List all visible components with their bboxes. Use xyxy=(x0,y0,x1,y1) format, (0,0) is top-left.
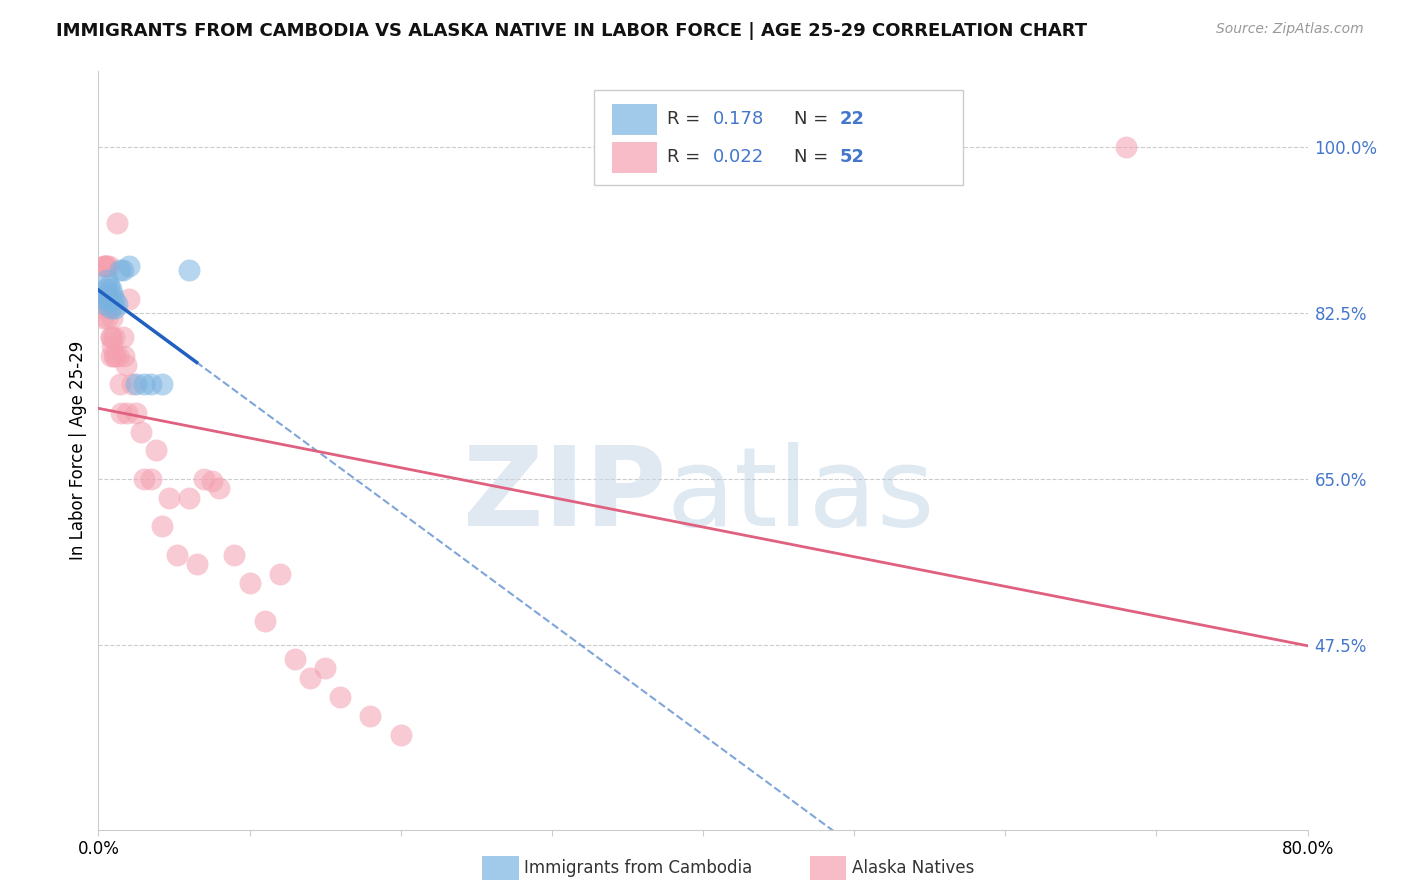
Text: N =: N = xyxy=(793,148,834,166)
Text: 22: 22 xyxy=(839,110,865,128)
Point xyxy=(193,472,215,486)
Text: IMMIGRANTS FROM CAMBODIA VS ALASKA NATIVE IN LABOR FORCE | AGE 25-29 CORRELATION: IMMIGRANTS FROM CAMBODIA VS ALASKA NATIV… xyxy=(56,22,1087,40)
Point xyxy=(94,259,117,273)
Point xyxy=(269,566,291,581)
Point xyxy=(108,263,131,277)
Point xyxy=(100,282,122,296)
Y-axis label: In Labor Force | Age 25-29: In Labor Force | Age 25-29 xyxy=(69,341,87,560)
Point xyxy=(100,301,122,316)
Text: 0.178: 0.178 xyxy=(713,110,763,128)
Point xyxy=(111,263,134,277)
Point xyxy=(150,377,173,392)
Point xyxy=(100,330,122,344)
FancyBboxPatch shape xyxy=(595,90,963,186)
Point xyxy=(145,443,167,458)
Point xyxy=(253,614,276,628)
Text: ZIP: ZIP xyxy=(464,442,666,549)
Point xyxy=(166,548,188,562)
Point xyxy=(91,310,114,325)
Point xyxy=(159,491,181,505)
Point xyxy=(94,287,117,301)
Point xyxy=(91,292,114,306)
Point xyxy=(1115,140,1137,154)
Point xyxy=(186,557,208,572)
Point xyxy=(132,377,155,392)
Point xyxy=(284,652,307,666)
Point xyxy=(121,377,143,392)
Text: atlas: atlas xyxy=(666,442,935,549)
Point xyxy=(100,349,122,363)
Point xyxy=(98,292,121,306)
Point xyxy=(105,216,128,230)
Point xyxy=(141,472,163,486)
Point xyxy=(103,292,125,306)
Point xyxy=(129,425,152,439)
Text: N =: N = xyxy=(793,110,834,128)
Point xyxy=(125,377,148,392)
Point xyxy=(179,263,201,277)
FancyBboxPatch shape xyxy=(613,142,657,173)
Point xyxy=(101,310,124,325)
Point xyxy=(239,576,262,591)
Point xyxy=(115,406,138,420)
Point xyxy=(110,406,132,420)
Text: Source: ZipAtlas.com: Source: ZipAtlas.com xyxy=(1216,22,1364,37)
Text: R =: R = xyxy=(666,148,706,166)
Point xyxy=(93,259,115,273)
Point xyxy=(98,301,121,316)
Point xyxy=(111,330,134,344)
Point xyxy=(150,519,173,533)
Point xyxy=(112,349,135,363)
Point xyxy=(224,548,246,562)
Point xyxy=(105,296,128,310)
FancyBboxPatch shape xyxy=(613,104,657,135)
Point xyxy=(91,301,114,316)
Point xyxy=(98,277,121,292)
Point xyxy=(96,292,118,306)
Text: Alaska Natives: Alaska Natives xyxy=(852,859,974,877)
Point xyxy=(96,310,118,325)
Point xyxy=(103,349,125,363)
Point xyxy=(104,349,127,363)
Point xyxy=(118,292,141,306)
Point xyxy=(104,301,127,316)
Point xyxy=(314,661,336,675)
Text: 0.022: 0.022 xyxy=(713,148,763,166)
Point xyxy=(299,671,322,685)
Point xyxy=(101,287,124,301)
Point xyxy=(103,330,125,344)
Point xyxy=(179,491,201,505)
Point xyxy=(93,296,115,310)
Point xyxy=(125,406,148,420)
Point xyxy=(389,728,412,742)
Point xyxy=(98,259,121,273)
Point xyxy=(96,273,118,287)
Point xyxy=(132,472,155,486)
Point xyxy=(108,377,131,392)
Point xyxy=(114,358,136,372)
Point xyxy=(107,349,129,363)
Point xyxy=(201,474,224,488)
Point xyxy=(94,259,117,273)
Text: R =: R = xyxy=(666,110,706,128)
Point xyxy=(94,282,117,296)
Text: Immigrants from Cambodia: Immigrants from Cambodia xyxy=(524,859,752,877)
Point xyxy=(93,259,115,273)
Text: 52: 52 xyxy=(839,148,865,166)
Point xyxy=(100,330,122,344)
Point xyxy=(360,709,382,723)
Point xyxy=(141,377,163,392)
Point xyxy=(96,292,118,306)
Point xyxy=(101,339,124,353)
Point xyxy=(118,259,141,273)
Point xyxy=(208,482,231,496)
Point xyxy=(329,690,352,704)
